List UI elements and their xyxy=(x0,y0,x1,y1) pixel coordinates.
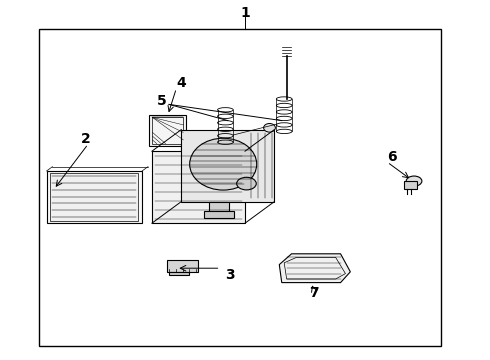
Bar xyxy=(47,171,142,223)
Bar xyxy=(152,151,245,223)
Polygon shape xyxy=(279,254,350,283)
Text: 1: 1 xyxy=(240,6,250,19)
Bar xyxy=(169,272,189,275)
Bar xyxy=(149,115,186,146)
Ellipse shape xyxy=(406,176,422,186)
Bar xyxy=(404,181,416,189)
Circle shape xyxy=(264,123,275,132)
Ellipse shape xyxy=(237,177,256,190)
Bar xyxy=(181,144,194,155)
Bar xyxy=(209,202,229,212)
Bar xyxy=(152,117,183,144)
Text: 7: 7 xyxy=(309,287,318,300)
Text: 4: 4 xyxy=(176,76,186,90)
Bar xyxy=(39,29,441,346)
Bar xyxy=(50,173,138,221)
Ellipse shape xyxy=(190,138,257,190)
Text: 2: 2 xyxy=(81,132,91,145)
Bar xyxy=(181,130,274,202)
Text: 3: 3 xyxy=(225,269,235,282)
Bar xyxy=(204,211,234,218)
Bar xyxy=(167,260,198,272)
Text: 5: 5 xyxy=(157,94,167,108)
Text: 6: 6 xyxy=(387,150,397,163)
